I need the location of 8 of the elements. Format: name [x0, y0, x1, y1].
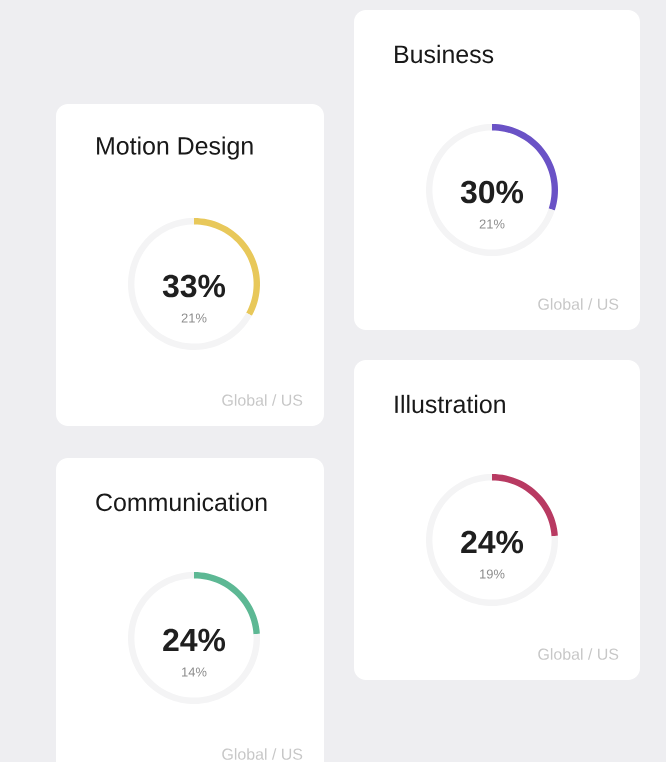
- chart-title: Motion Design: [97, 136, 253, 160]
- chart-title: Communication: [96, 492, 267, 512]
- text: 30%: [460, 180, 524, 204]
- chart-title: Illustration: [395, 394, 505, 414]
- text: 24%: [163, 628, 226, 652]
- text: 24%: [461, 530, 524, 554]
- chart-title: Business: [395, 44, 494, 64]
- text: 33%: [162, 274, 226, 298]
